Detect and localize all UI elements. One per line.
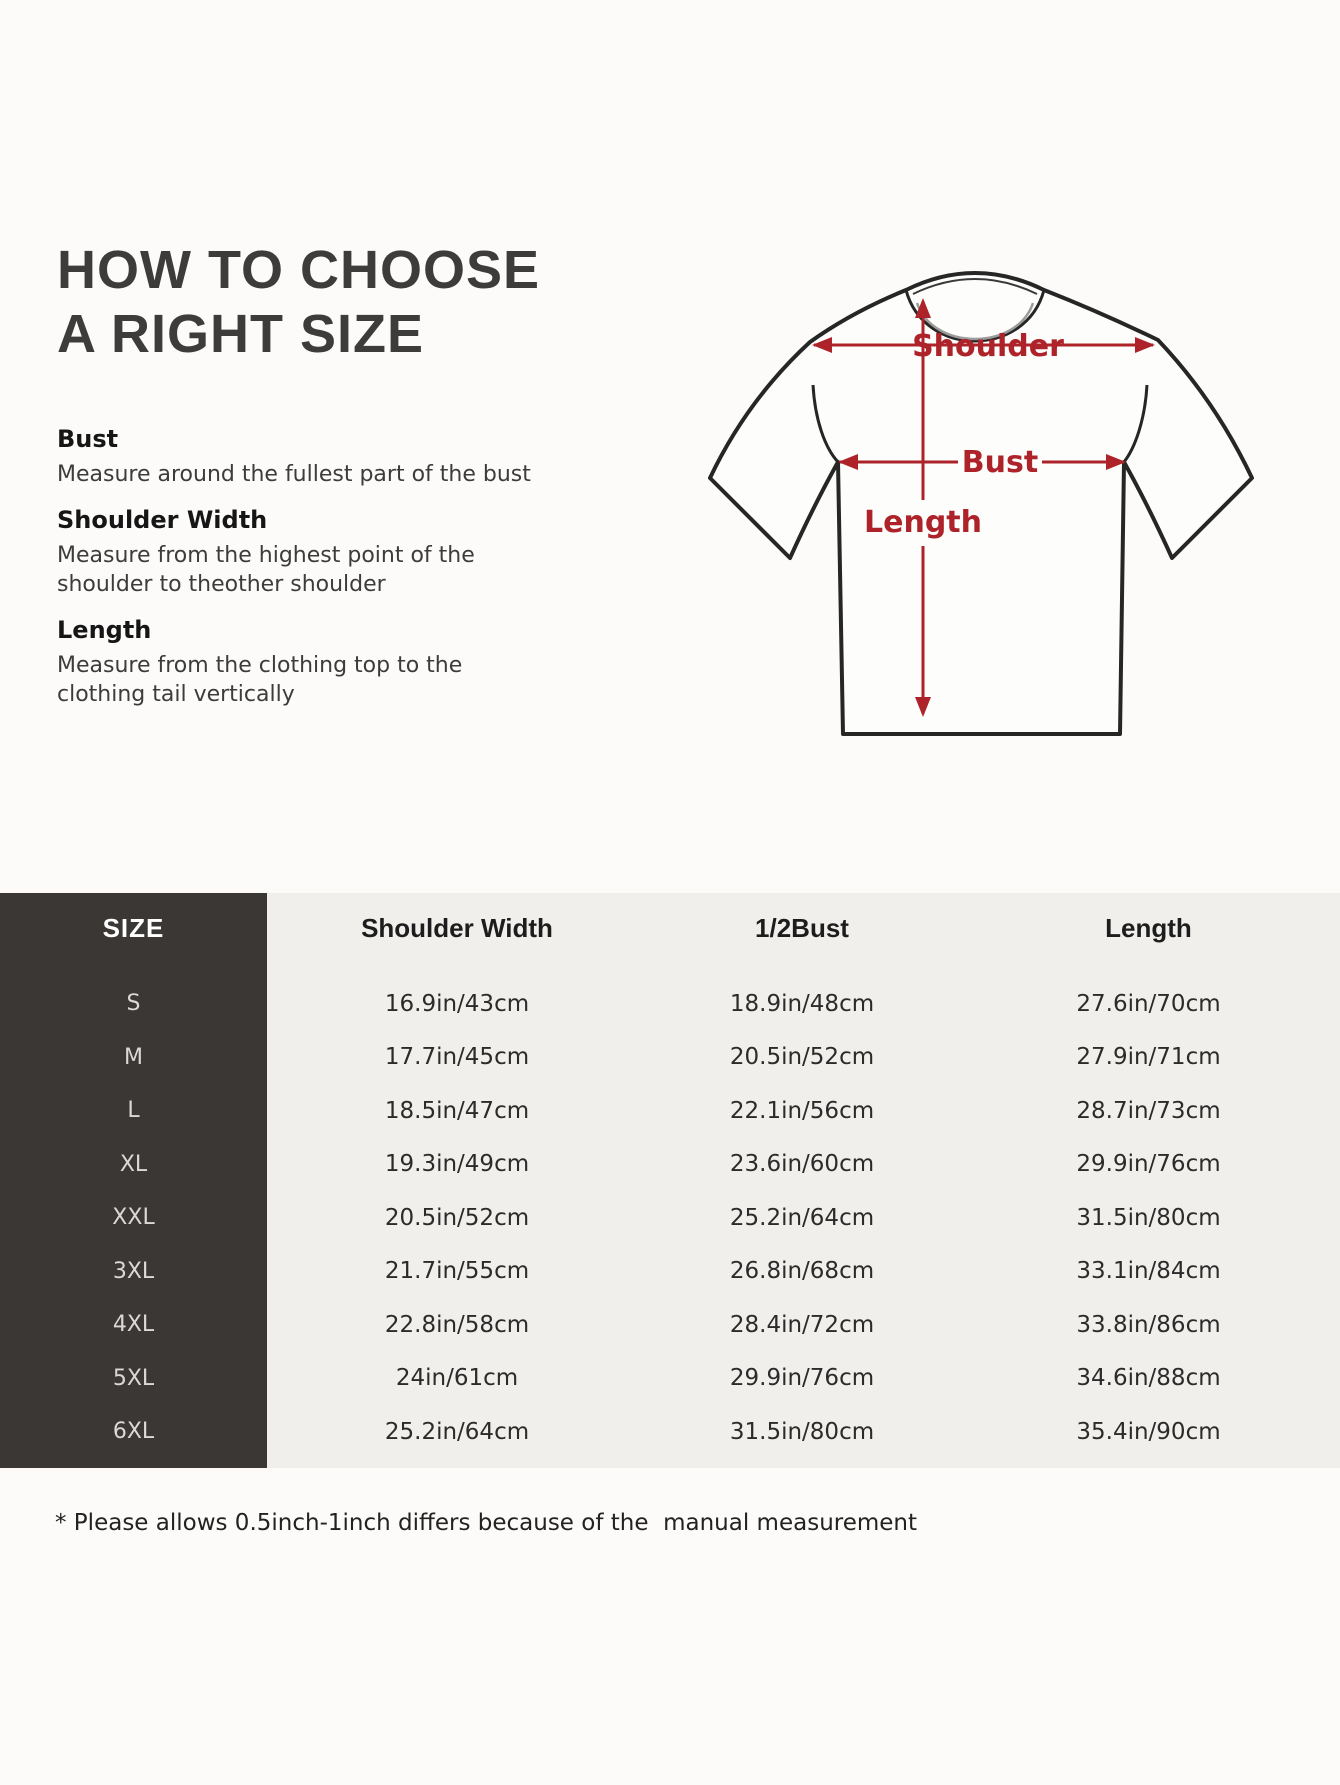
size-cell: L [127, 1098, 140, 1124]
length-label: Length [864, 505, 982, 540]
shoulder-cell: 22.8in/58cm [384, 1311, 530, 1338]
table-row: 3XL 21.7in/55cm 26.8in/68cm 33.1in/84cm [0, 1245, 1340, 1299]
measurement-instructions: Bust Measure around the fullest part of … [57, 424, 577, 725]
length-cell: 31.5in/80cm [1076, 1204, 1221, 1231]
header-size: SIZE [102, 912, 165, 943]
shoulder-cell: 21.7in/55cm [384, 1258, 530, 1285]
length-cell: 29.9in/76cm [1076, 1151, 1221, 1178]
size-table: SIZE Shoulder Width 1/2Bust Length S 16.… [0, 893, 1340, 1468]
page-title-line2: A RIGHT SIZE [57, 304, 425, 364]
length-arrowhead-bottom [915, 697, 931, 717]
tshirt-diagram-svg: Shoulder Bust Length [708, 271, 1254, 736]
shoulder-cell: 17.7in/45cm [384, 1044, 530, 1071]
length-cell: 34.6in/88cm [1076, 1365, 1221, 1392]
right-armhole-seam [1122, 384, 1149, 463]
tshirt-measurement-diagram: Shoulder Bust Length [580, 230, 1280, 775]
table-row: 5XL 24in/61cm 29.9in/76cm 34.6in/88cm [0, 1352, 1340, 1406]
instruction-length: Length Measure from the clothing top to … [57, 615, 577, 709]
size-cell: XXL [112, 1205, 155, 1231]
instruction-bust: Bust Measure around the fullest part of … [57, 424, 577, 489]
instruction-shoulder-width: Shoulder Width Measure from the highest … [57, 505, 577, 599]
left-armhole-seam [811, 384, 840, 464]
size-cell: M [124, 1044, 143, 1070]
length-arrowhead-top [915, 298, 931, 318]
length-cell: 33.8in/86cm [1076, 1311, 1221, 1338]
instruction-length-text: Measure from the clothing top to the clot… [57, 653, 463, 707]
instruction-length-heading: Length [57, 616, 152, 644]
length-cell: 35.4in/90cm [1076, 1418, 1221, 1445]
size-cell: 4XL [112, 1312, 155, 1338]
size-table-header: SIZE Shoulder Width 1/2Bust Length [0, 893, 1340, 963]
header-half-bust: 1/2Bust [755, 912, 849, 943]
bust-cell: 20.5in/52cm [729, 1044, 875, 1071]
shoulder-cell: 19.3in/49cm [384, 1151, 530, 1178]
table-row: L 18.5in/47cm 22.1in/56cm 28.7in/73cm [0, 1084, 1340, 1138]
shoulder-arrowhead-right [1135, 337, 1155, 353]
bust-cell: 18.9in/48cm [729, 990, 875, 1017]
bust-cell: 28.4in/72cm [729, 1311, 875, 1338]
length-cell: 27.9in/71cm [1076, 1044, 1221, 1071]
page-title-line1: HOW TO CHOOSE [57, 240, 541, 300]
bust-cell: 29.9in/76cm [729, 1365, 875, 1392]
bust-arrowhead-right [1106, 454, 1126, 470]
collar-opening [904, 289, 1046, 343]
size-cell: 5XL [112, 1365, 155, 1391]
bust-arrowhead-left [838, 454, 858, 470]
measurement-disclaimer: * Please allows 0.5inch-1inch differs be… [55, 1510, 918, 1536]
table-row: XL 19.3in/49cm 23.6in/60cm 29.9in/76cm [0, 1138, 1340, 1192]
length-cell: 27.6in/70cm [1076, 990, 1221, 1017]
header-shoulder-width: Shoulder Width [361, 912, 553, 943]
size-cell: S [126, 991, 141, 1017]
bust-cell: 31.5in/80cm [729, 1418, 875, 1445]
bust-label: Bust [962, 445, 1038, 480]
shoulder-cell: 24in/61cm [395, 1365, 519, 1392]
size-table-body: S 16.9in/43cm 18.9in/48cm 27.6in/70cm M … [0, 977, 1340, 1459]
tshirt-outline [708, 271, 1254, 736]
length-cell: 33.1in/84cm [1076, 1258, 1221, 1285]
bust-cell: 25.2in/64cm [729, 1204, 875, 1231]
collar-rim [912, 278, 1038, 295]
size-cell: 6XL [112, 1419, 155, 1445]
bust-cell: 23.6in/60cm [729, 1151, 875, 1178]
header-length: Length [1105, 912, 1192, 943]
instruction-shoulder-text: Measure from the highest point of the sho… [57, 543, 475, 597]
table-row: 4XL 22.8in/58cm 28.4in/72cm 33.8in/86cm [0, 1298, 1340, 1352]
table-row: M 17.7in/45cm 20.5in/52cm 27.9in/71cm [0, 1031, 1340, 1085]
size-cell: 3XL [112, 1258, 155, 1284]
shoulder-label: Shoulder [912, 329, 1064, 364]
shoulder-cell: 16.9in/43cm [384, 990, 530, 1017]
table-row: S 16.9in/43cm 18.9in/48cm 27.6in/70cm [0, 977, 1340, 1031]
instruction-bust-text: Measure around the fullest part of the b… [57, 462, 531, 487]
length-cell: 28.7in/73cm [1076, 1097, 1221, 1124]
size-cell: XL [119, 1151, 148, 1177]
shoulder-cell: 18.5in/47cm [384, 1097, 530, 1124]
instruction-bust-heading: Bust [57, 425, 119, 453]
instruction-shoulder-heading: Shoulder Width [57, 506, 268, 534]
size-column-background [0, 893, 267, 1468]
bust-cell: 26.8in/68cm [729, 1258, 875, 1285]
table-row: XXL 20.5in/52cm 25.2in/64cm 31.5in/80cm [0, 1191, 1340, 1245]
shoulder-cell: 25.2in/64cm [384, 1418, 530, 1445]
bust-cell: 22.1in/56cm [729, 1097, 875, 1124]
page-title: HOW TO CHOOSE A RIGHT SIZE [57, 238, 540, 366]
table-row: 6XL 25.2in/64cm 31.5in/80cm 35.4in/90cm [0, 1405, 1340, 1459]
shoulder-cell: 20.5in/52cm [384, 1204, 530, 1231]
shoulder-arrowhead-left [812, 337, 832, 353]
